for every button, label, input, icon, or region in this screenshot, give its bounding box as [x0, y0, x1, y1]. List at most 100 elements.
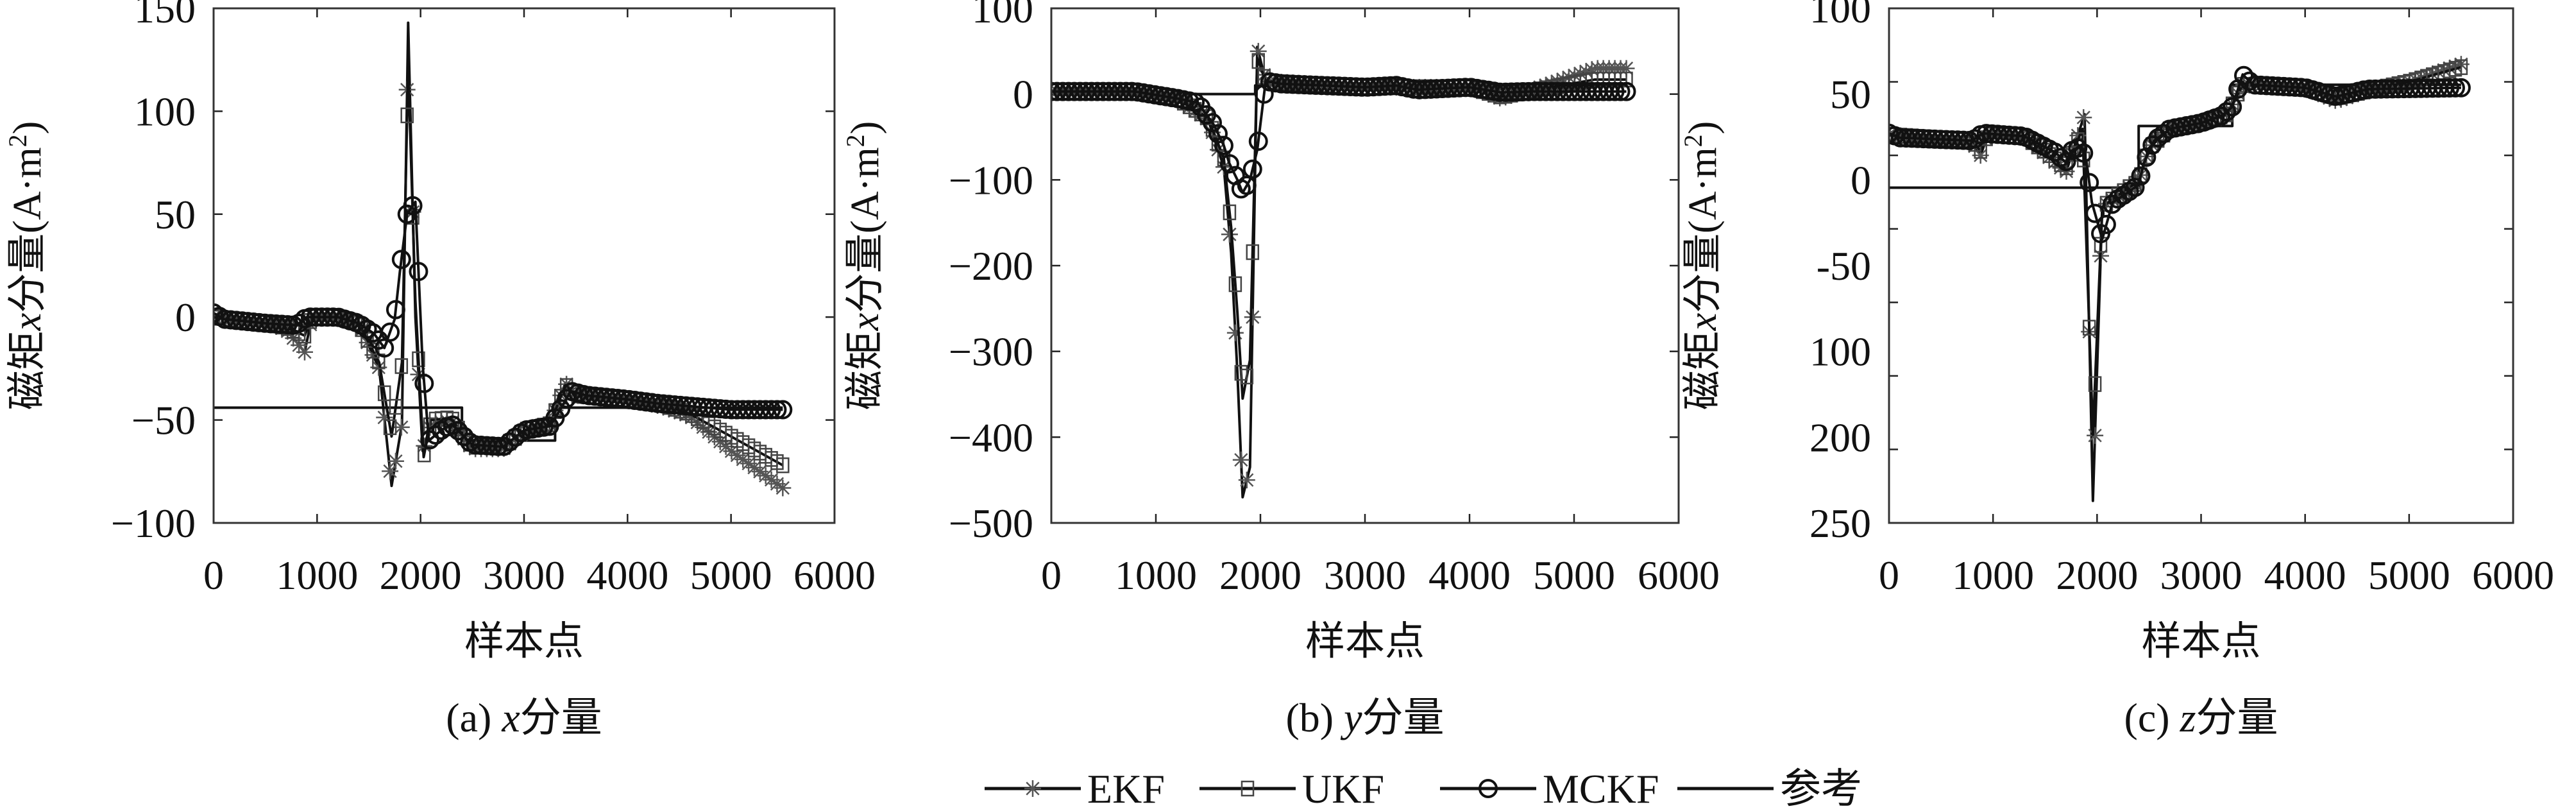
- series-ukf: [1889, 59, 2468, 436]
- y-axis-title-mid: 分量(A·m: [6, 147, 49, 312]
- data-point-asterisk: [376, 409, 393, 426]
- y-axis-title-mid: 分量(A·m: [843, 147, 887, 312]
- data-point-circle: [278, 315, 298, 335]
- y-tick-label: 50: [155, 192, 196, 237]
- legend-marker-square: [1241, 780, 1255, 797]
- y-axis-title-var: x: [6, 312, 49, 331]
- y-tick-label: 0: [1013, 72, 1033, 117]
- x-tick-label: 0: [203, 552, 224, 598]
- data-point-circle: [414, 373, 434, 393]
- y-axis-title-var: x: [843, 312, 887, 331]
- caption-var: x: [501, 695, 520, 740]
- data-point-asterisk: [296, 343, 313, 361]
- y-tick-label: −50: [131, 398, 196, 443]
- x-tick-label: 1000: [276, 552, 358, 598]
- data-point-asterisk: [1244, 309, 1261, 326]
- data-point-square: [394, 358, 409, 374]
- x-tick-label: 0: [1041, 552, 1062, 598]
- data-point-square: [2082, 320, 2096, 336]
- caption-suffix: 分量: [520, 695, 602, 740]
- data-point-circle: [488, 436, 508, 456]
- plot-frame: [1050, 7, 1680, 524]
- data-point-asterisk: [2075, 109, 2092, 126]
- x-tick-label: 3000: [483, 552, 565, 598]
- data-point-circle: [2445, 78, 2465, 98]
- x-axis-title: 样本点: [2141, 620, 2260, 663]
- panel-caption: (c) z分量: [2124, 695, 2278, 740]
- panel-c: 0 1000 2000 3000 4000 5000 6000 100 50 0 -50 100 200…: [1679, 0, 2555, 740]
- data-point-asterisk: [2087, 427, 2104, 444]
- x-tick-label: 2000: [380, 552, 462, 598]
- data-point-circle: [1616, 81, 1636, 101]
- x-tick-label: 6000: [793, 552, 876, 598]
- data-point-circle: [2217, 102, 2237, 122]
- data-point-asterisk: [751, 463, 768, 481]
- plot-frame: [212, 7, 836, 524]
- legend: EKF UKF MCKF 参考: [985, 766, 1862, 811]
- y-axis-title-mid: 分量(A·m: [1681, 147, 1725, 312]
- data-point-circle: [773, 400, 793, 420]
- x-tick-label: 6000: [2472, 552, 2554, 598]
- y-axis-title: 磁矩x分量(A·m2): [1679, 121, 1725, 411]
- series-mckf: [1051, 72, 1636, 199]
- data-point-asterisk: [763, 471, 780, 488]
- data-point-circle: [1185, 92, 1205, 112]
- x-tick-label: 1000: [1115, 552, 1197, 598]
- x-tick-label: 5000: [1533, 552, 1615, 598]
- panel-caption: (b) y分量: [1285, 695, 1444, 740]
- data-point-asterisk: [774, 479, 792, 497]
- legend-label: EKF: [1087, 766, 1165, 811]
- legend-item-ukf: UKF: [1199, 766, 1384, 811]
- x-tick-label: 4000: [1428, 552, 1511, 598]
- legend-label: 参考: [1780, 766, 1862, 811]
- data-point-asterisk: [740, 455, 758, 472]
- y-tick-label: 50: [1830, 72, 1871, 117]
- data-point-square: [389, 398, 403, 415]
- y-tick-label: 0: [175, 295, 196, 340]
- data-point-square: [1223, 204, 1237, 221]
- y-tick-label: −500: [949, 500, 1033, 546]
- y-axis-title-sup: 2: [3, 134, 32, 147]
- data-point-circle: [420, 430, 440, 450]
- data-point-square: [1217, 150, 1231, 167]
- data-point-circle: [2131, 166, 2151, 186]
- y-axis-title: 磁矩x分量(A·m2): [3, 121, 50, 411]
- data-point-square: [2454, 59, 2468, 75]
- data-point-asterisk: [1972, 147, 1989, 164]
- panels: 0 1000 2000 3000 4000 5000 6000150100500−50−10…: [3, 0, 2555, 740]
- data-point-circle: [2068, 138, 2088, 158]
- data-point-circle: [1208, 124, 1228, 144]
- x-axis-title: 样本点: [1305, 620, 1425, 663]
- data-point-square: [383, 419, 397, 436]
- data-point-square: [1246, 244, 1260, 260]
- y-tick-label: 100: [972, 0, 1033, 31]
- data-point-circle: [2080, 173, 2099, 192]
- y-tick-label: 150: [134, 0, 196, 31]
- data-point-square: [1251, 53, 1265, 69]
- data-point-circle: [2233, 65, 2253, 85]
- data-point-asterisk: [1221, 226, 1238, 243]
- data-point-square: [1240, 368, 1254, 385]
- data-point-asterisk: [1250, 42, 1267, 60]
- legend-item-reference: 参考: [1677, 766, 1862, 811]
- legend-item-ekf: EKF: [985, 766, 1165, 811]
- data-point-asterisk: [1583, 61, 1600, 78]
- y-axis-title-var: x: [1681, 312, 1725, 331]
- y-tick-label: -50: [1817, 243, 1871, 289]
- data-point-circle: [1248, 132, 1268, 151]
- data-point-circle: [761, 400, 781, 420]
- x-tick-label: 4000: [586, 552, 668, 598]
- data-point-circle: [2137, 148, 2157, 167]
- caption-suffix: 分量: [1362, 695, 1445, 740]
- data-point-asterisk: [291, 336, 308, 354]
- y-tick-label: 250: [1809, 500, 1871, 546]
- x-tick-label: 6000: [1638, 552, 1720, 598]
- data-point-circle: [767, 400, 787, 420]
- series-line: [214, 64, 784, 466]
- y-tick-label: −400: [949, 414, 1033, 460]
- data-point-circle: [409, 262, 428, 282]
- y-axis-title-sup: 2: [1679, 134, 1707, 147]
- data-point-circle: [1219, 154, 1239, 174]
- data-point-circle: [2223, 97, 2242, 117]
- y-tick-label: 200: [1809, 414, 1871, 460]
